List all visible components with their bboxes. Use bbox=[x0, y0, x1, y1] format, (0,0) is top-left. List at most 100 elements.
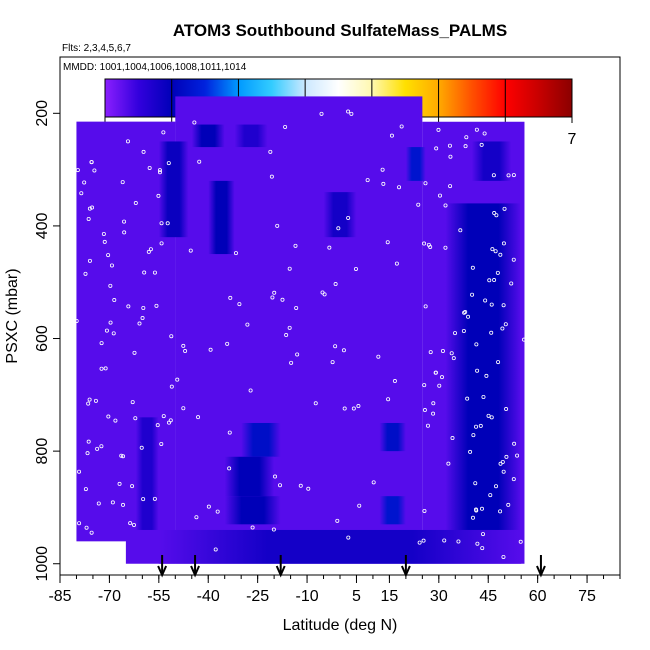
sample-point bbox=[447, 143, 452, 148]
sample-point bbox=[492, 211, 497, 216]
sample-point bbox=[423, 304, 428, 309]
sample-point bbox=[356, 404, 361, 409]
sample-point bbox=[357, 503, 362, 508]
sample-point bbox=[95, 446, 100, 451]
sample-point bbox=[87, 258, 92, 263]
sample-point bbox=[346, 215, 351, 220]
sample-point bbox=[277, 483, 282, 488]
dates-label: MMDD: 1001,1004,1006,1008,1011,1014 bbox=[63, 62, 247, 73]
sample-point bbox=[74, 318, 79, 323]
heatmap-domain bbox=[175, 96, 423, 564]
sample-point bbox=[439, 375, 444, 380]
sample-point bbox=[146, 249, 151, 254]
sample-point bbox=[86, 217, 91, 222]
sample-point bbox=[113, 418, 118, 423]
y-axis: 200 400 600 800 1000 bbox=[34, 100, 61, 582]
sample-point bbox=[165, 221, 170, 226]
sample-point bbox=[448, 154, 453, 159]
sample-point bbox=[492, 278, 497, 283]
sample-point bbox=[106, 414, 111, 419]
sample-point bbox=[422, 408, 427, 413]
sample-point bbox=[108, 283, 113, 288]
sample-point bbox=[479, 506, 484, 511]
sample-point bbox=[155, 423, 160, 428]
sample-point bbox=[272, 290, 277, 295]
sample-point bbox=[511, 477, 516, 482]
heatmap-cell bbox=[191, 124, 225, 148]
sample-point bbox=[482, 131, 487, 136]
sample-point bbox=[490, 247, 495, 252]
sample-point bbox=[381, 181, 386, 186]
sample-point bbox=[270, 295, 275, 300]
sample-point bbox=[192, 120, 197, 125]
sample-point bbox=[137, 321, 142, 326]
sample-point bbox=[512, 441, 517, 446]
sample-point bbox=[79, 191, 84, 196]
sample-point bbox=[161, 414, 166, 419]
sample-point bbox=[295, 352, 300, 357]
heatmap-cell bbox=[158, 141, 189, 238]
sample-point bbox=[481, 532, 486, 537]
sample-point bbox=[434, 146, 439, 151]
x-axis-label: Latitude (deg N) bbox=[283, 617, 398, 634]
sample-point bbox=[147, 165, 152, 170]
sample-point bbox=[336, 226, 341, 231]
sample-point bbox=[126, 304, 131, 309]
sample-point bbox=[197, 159, 202, 164]
sample-point bbox=[464, 135, 469, 140]
colorbar-tick-label: 7 bbox=[568, 131, 577, 148]
sample-point bbox=[504, 454, 509, 459]
sample-point bbox=[506, 173, 511, 178]
sample-point bbox=[380, 167, 385, 172]
sample-point bbox=[433, 370, 438, 375]
sample-point bbox=[443, 203, 448, 208]
heatmap-cell bbox=[405, 147, 426, 181]
sample-point bbox=[233, 251, 238, 256]
sample-point bbox=[125, 139, 130, 144]
sample-point bbox=[450, 436, 455, 441]
sample-point bbox=[141, 497, 146, 502]
sample-point bbox=[148, 247, 153, 252]
sample-point bbox=[140, 316, 145, 321]
sample-point bbox=[474, 127, 479, 132]
sample-point bbox=[89, 160, 94, 165]
sample-point bbox=[498, 461, 503, 466]
sample-point bbox=[271, 527, 276, 532]
sample-point bbox=[453, 331, 458, 336]
sample-point bbox=[87, 397, 92, 402]
y-axis-label: PSXC (mbar) bbox=[4, 268, 21, 363]
y-tick-label: 600 bbox=[34, 325, 51, 352]
sample-point bbox=[498, 252, 503, 257]
sample-point bbox=[175, 377, 180, 382]
sample-point bbox=[188, 248, 193, 253]
sample-point bbox=[159, 221, 164, 226]
sample-point bbox=[228, 295, 233, 300]
sample-point bbox=[306, 486, 311, 491]
sample-point bbox=[448, 184, 453, 189]
sample-point bbox=[422, 508, 427, 513]
sample-point bbox=[99, 341, 104, 346]
sample-point bbox=[294, 305, 299, 310]
heatmap bbox=[76, 96, 525, 564]
sample-point bbox=[496, 360, 501, 365]
sample-point bbox=[397, 185, 402, 190]
sample-points bbox=[74, 109, 527, 559]
sample-point bbox=[346, 109, 351, 114]
sample-point bbox=[86, 401, 91, 406]
sample-point bbox=[494, 213, 499, 218]
x-tick-label: 60 bbox=[529, 588, 547, 605]
sample-point bbox=[92, 168, 97, 173]
sample-point bbox=[112, 298, 117, 303]
sample-point bbox=[109, 263, 114, 268]
sample-point bbox=[484, 373, 489, 378]
sample-point bbox=[431, 401, 436, 406]
sample-point bbox=[280, 297, 285, 302]
sample-point bbox=[443, 245, 448, 250]
sample-point bbox=[437, 383, 442, 388]
y-tick-label: 800 bbox=[34, 438, 51, 465]
sample-point bbox=[478, 423, 483, 428]
sample-point bbox=[101, 231, 106, 236]
sample-point bbox=[269, 174, 274, 179]
sample-point bbox=[90, 205, 95, 210]
